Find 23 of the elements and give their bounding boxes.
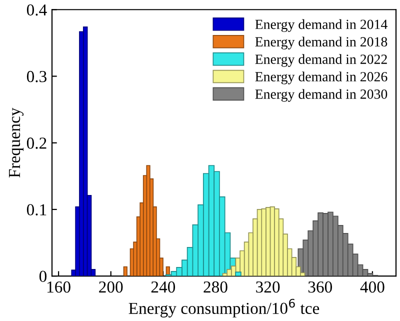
x-tick-label: 320 xyxy=(256,281,280,293)
y-tick-label: 0.4 xyxy=(26,4,47,16)
legend-label: Energy demand in 2022 xyxy=(255,54,387,67)
y-tick-label: 0.1 xyxy=(26,204,46,216)
x-tick-label: 280 xyxy=(204,281,228,293)
bar xyxy=(274,208,280,276)
bar xyxy=(235,272,242,276)
x-tick-label: 240 xyxy=(151,281,176,293)
legend-label: Energy demand in 2030 xyxy=(255,89,388,102)
bar xyxy=(226,268,232,276)
legend-label: Energy demand in 2014 xyxy=(255,19,388,32)
legend-label: Energy demand in 2018 xyxy=(255,36,388,50)
x-tick-label: 360 xyxy=(308,281,332,293)
y-tick-label: 0.3 xyxy=(26,70,46,82)
x-tick-label: 160 xyxy=(48,281,70,293)
y-axis-title: Frequency xyxy=(9,108,24,178)
y-tick-label: 0.2 xyxy=(26,138,46,149)
bar xyxy=(123,266,128,276)
x-axis-title: Energy consumption/10$^{6}$ tce xyxy=(128,298,320,318)
x-tick-label: 400 xyxy=(360,281,384,293)
y-tick-label: 0 xyxy=(39,270,47,282)
x-tick-label: 200 xyxy=(99,281,123,293)
legend-label: Energy demand in 2026 xyxy=(255,72,388,84)
